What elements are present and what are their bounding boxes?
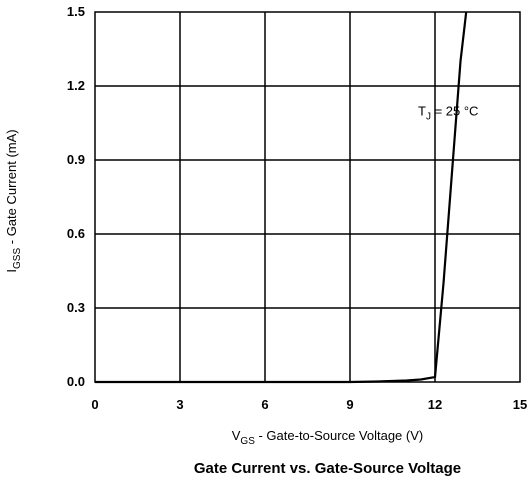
- chart-grid: [94, 11, 521, 383]
- y-tick-label: 0.3: [67, 300, 85, 315]
- y-tick-labels: 0.0 0.3 0.6 0.9 1.2 1.5: [67, 4, 85, 389]
- y-tick-label: 1.5: [67, 4, 85, 19]
- y-tick-label: 0.6: [67, 226, 85, 241]
- x-axis-label: VGS - Gate-to-Source Voltage (V): [232, 428, 423, 447]
- x-tick-labels: 0 3 6 9 12 15: [91, 397, 527, 412]
- plot-frame: [94, 11, 521, 383]
- x-tick-label: 6: [261, 397, 268, 412]
- chart-title: Gate Current vs. Gate-Source Voltage: [194, 460, 461, 477]
- chart-series: [95, 11, 468, 384]
- x-tick-label: 15: [513, 397, 527, 412]
- x-tick-label: 9: [346, 397, 353, 412]
- temperature-annotation: TJ = 25 °C: [418, 104, 478, 123]
- y-tick-label: 1.2: [67, 78, 85, 93]
- y-tick-label: 0.9: [67, 152, 85, 167]
- x-tick-label: 3: [176, 397, 183, 412]
- y-tick-label: 0.0: [67, 374, 85, 389]
- y-axis-label: IGSS - Gate Current (mA): [4, 129, 23, 272]
- series-line: [95, 11, 468, 384]
- x-tick-label: 12: [428, 397, 442, 412]
- x-tick-label: 0: [91, 397, 98, 412]
